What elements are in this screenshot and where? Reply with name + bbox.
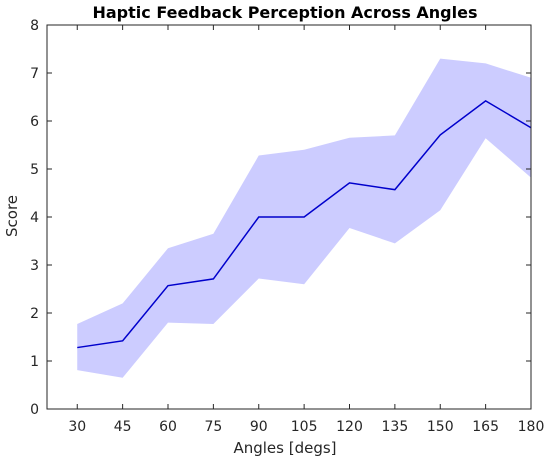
x-axis-label: Angles [degs]: [233, 439, 336, 457]
y-tick-label-7: 7: [30, 66, 39, 82]
y-tick-label-1: 1: [30, 354, 39, 370]
y-tick-label-0: 0: [30, 402, 39, 418]
x-tick-label-7: 135: [382, 419, 409, 435]
x-tick-label-5: 105: [291, 419, 318, 435]
y-tick-label-5: 5: [30, 162, 39, 178]
y-tick-label-2: 2: [30, 306, 39, 322]
x-tick-label-10: 180: [518, 419, 545, 435]
y-tick-label-3: 3: [30, 258, 39, 274]
x-tick-label-9: 165: [472, 419, 499, 435]
x-tick-label-6: 120: [336, 419, 363, 435]
x-tick-label-4: 90: [250, 419, 268, 435]
x-tick-label-3: 75: [204, 419, 222, 435]
x-tick-label-2: 60: [159, 419, 177, 435]
x-tick-label-1: 45: [114, 419, 132, 435]
y-tick-label-8: 8: [30, 18, 39, 34]
x-tick-label-8: 150: [427, 419, 454, 435]
y-axis-label: Score: [3, 195, 21, 237]
x-tick-label-0: 30: [68, 419, 86, 435]
y-tick-label-4: 4: [30, 210, 39, 226]
series-line-0: [77, 99, 532, 349]
chart-title: Haptic Feedback Perception Across Angles: [92, 3, 477, 22]
y-tick-label-6: 6: [30, 114, 39, 130]
confidence-band-0: [77, 58, 531, 378]
